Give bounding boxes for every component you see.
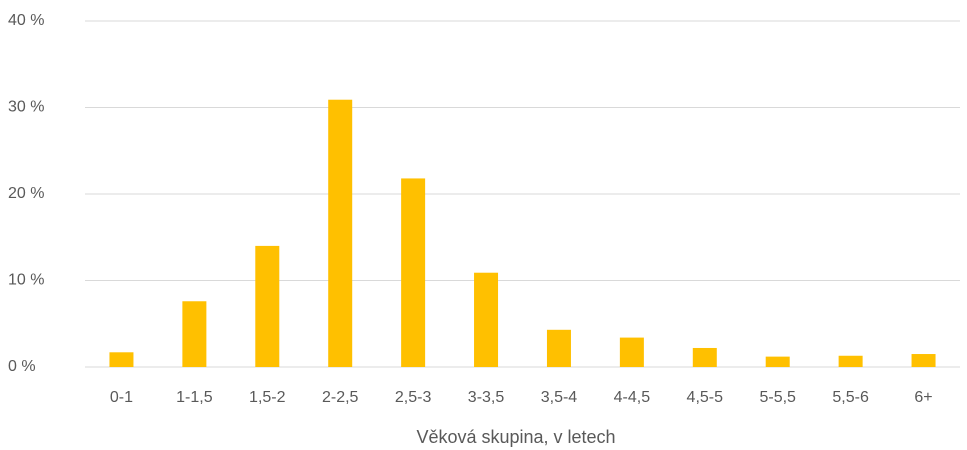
y-tick-label: 20 % xyxy=(8,185,44,202)
x-tick-label: 4,5-5 xyxy=(687,389,724,406)
x-axis-title: Věková skupina, v letech xyxy=(416,427,615,447)
x-tick-label: 0-1 xyxy=(110,389,133,406)
y-tick-label: 40 % xyxy=(8,12,44,29)
bar xyxy=(328,99,353,367)
bar xyxy=(401,178,426,367)
bar xyxy=(619,337,644,367)
y-tick-label: 0 % xyxy=(8,358,36,375)
y-tick-label: 10 % xyxy=(8,272,44,289)
x-tick-label: 5,5-6 xyxy=(832,389,869,406)
bar xyxy=(911,354,936,367)
bar xyxy=(255,245,280,367)
x-tick-label: 4-4,5 xyxy=(614,389,651,406)
x-tick-label: 3-3,5 xyxy=(468,389,505,406)
x-tick-label: 1-1,5 xyxy=(176,389,213,406)
x-tick-label: 3,5-4 xyxy=(541,389,578,406)
bar xyxy=(546,329,571,367)
bar xyxy=(474,272,499,367)
bar xyxy=(692,347,717,367)
x-tick-label: 6+ xyxy=(914,389,932,406)
bar xyxy=(838,355,863,367)
x-tick-label: 2-2,5 xyxy=(322,389,359,406)
bar xyxy=(109,352,134,367)
x-tick-label: 2,5-3 xyxy=(395,389,432,406)
y-tick-label: 30 % xyxy=(8,99,44,116)
bar xyxy=(765,356,790,367)
bar xyxy=(182,301,207,367)
x-tick-label: 5-5,5 xyxy=(759,389,796,406)
x-tick-label: 1,5-2 xyxy=(249,389,286,406)
